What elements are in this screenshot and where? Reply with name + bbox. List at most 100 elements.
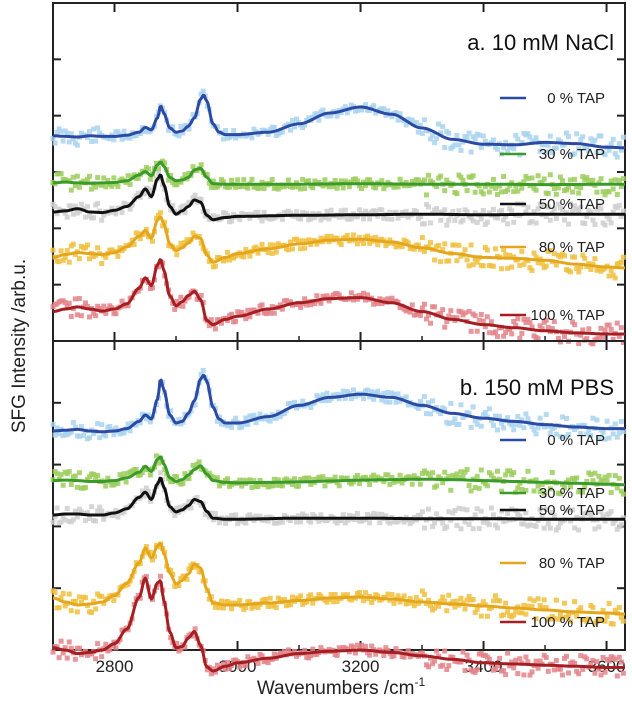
raw-data-point: [594, 659, 600, 665]
raw-data-point: [294, 519, 300, 525]
raw-data-point: [468, 215, 474, 221]
raw-data-point: [373, 208, 379, 214]
raw-data-point: [210, 213, 216, 219]
raw-data-point: [223, 128, 229, 134]
raw-data-point: [474, 473, 480, 479]
raw-data-point: [354, 241, 360, 247]
raw-data-point: [223, 520, 229, 526]
raw-data-point: [336, 483, 342, 489]
raw-data-point: [166, 177, 172, 183]
raw-data-point: [576, 269, 582, 275]
raw-data-point: [322, 215, 328, 221]
raw-data-point: [182, 210, 188, 216]
raw-data-point: [298, 304, 304, 310]
raw-data-point: [419, 130, 425, 136]
raw-data-point: [265, 603, 271, 609]
raw-data-point: [421, 301, 427, 307]
raw-data-point: [367, 394, 373, 400]
raw-data-point: [434, 648, 440, 654]
raw-data-point: [476, 183, 482, 189]
raw-data-point: [529, 175, 535, 181]
raw-data-point: [204, 511, 210, 517]
raw-data-point: [450, 599, 456, 605]
raw-data-point: [76, 594, 82, 600]
raw-data-point: [555, 335, 561, 341]
raw-data-point: [283, 476, 289, 482]
raw-data-point: [415, 405, 421, 411]
raw-data-point: [198, 240, 204, 246]
raw-data-point: [553, 527, 559, 533]
raw-data-point: [602, 669, 608, 675]
raw-data-point: [570, 189, 576, 195]
raw-data-point: [389, 592, 395, 598]
raw-data-point: [93, 656, 99, 662]
raw-data-point: [72, 473, 78, 479]
raw-data-point: [302, 296, 308, 302]
raw-data-point: [285, 177, 291, 183]
raw-data-point: [618, 418, 624, 424]
raw-data-point: [561, 217, 567, 223]
raw-data-point: [505, 650, 511, 656]
raw-data-point: [62, 645, 68, 651]
raw-data-point: [235, 600, 241, 606]
raw-data-point: [334, 652, 340, 658]
raw-data-point: [308, 242, 314, 248]
raw-data-point: [523, 411, 529, 417]
raw-data-point: [60, 514, 66, 520]
raw-data-point: [533, 616, 539, 622]
raw-data-point: [519, 610, 525, 616]
raw-data-point: [572, 254, 578, 260]
raw-data-point: [405, 517, 411, 523]
raw-data-point: [620, 339, 626, 345]
raw-data-point: [271, 310, 277, 316]
raw-data-point: [233, 318, 239, 324]
panel-title: b. 150 mM PBS: [460, 375, 614, 400]
raw-data-point: [229, 177, 235, 183]
raw-data-point: [310, 185, 316, 191]
raw-data-point: [594, 417, 600, 423]
raw-data-point: [551, 424, 557, 430]
raw-data-point: [442, 648, 448, 654]
raw-data-point: [168, 567, 174, 573]
raw-data-point: [194, 461, 200, 467]
raw-data-point: [430, 398, 436, 404]
raw-data-point: [568, 618, 574, 624]
raw-data-point: [58, 638, 64, 644]
raw-data-point: [541, 597, 547, 603]
raw-data-point: [332, 592, 338, 598]
raw-data-point: [125, 173, 131, 179]
raw-data-point: [543, 507, 549, 513]
raw-data-point: [618, 213, 624, 219]
raw-data-point: [334, 235, 340, 241]
raw-data-point: [129, 237, 135, 243]
raw-data-point: [401, 183, 407, 189]
raw-data-point: [448, 487, 454, 493]
fit-line: [52, 541, 626, 616]
raw-data-point: [480, 133, 486, 139]
raw-data-point: [271, 476, 277, 482]
raw-data-point: [517, 335, 523, 341]
raw-data-point: [346, 184, 352, 190]
raw-data-point: [82, 245, 88, 251]
raw-data-point: [208, 317, 214, 323]
raw-data-point: [361, 598, 367, 604]
raw-data-point: [121, 128, 127, 134]
raw-data-point: [387, 399, 393, 405]
raw-data-point: [259, 179, 265, 185]
raw-data-point: [610, 186, 616, 192]
raw-data-point: [220, 179, 226, 185]
raw-data-point: [399, 210, 405, 216]
raw-data-point: [117, 245, 123, 251]
raw-data-point: [373, 651, 379, 657]
raw-data-point: [511, 254, 517, 260]
raw-data-point: [186, 499, 192, 505]
raw-data-point: [462, 310, 468, 316]
raw-data-point: [397, 111, 403, 117]
raw-data-point: [143, 544, 149, 550]
raw-data-point: [149, 557, 155, 563]
raw-data-point: [379, 207, 385, 213]
raw-data-point: [300, 238, 306, 244]
raw-data-point: [588, 209, 594, 215]
raw-data-point: [559, 178, 565, 184]
raw-data-point: [271, 651, 277, 657]
